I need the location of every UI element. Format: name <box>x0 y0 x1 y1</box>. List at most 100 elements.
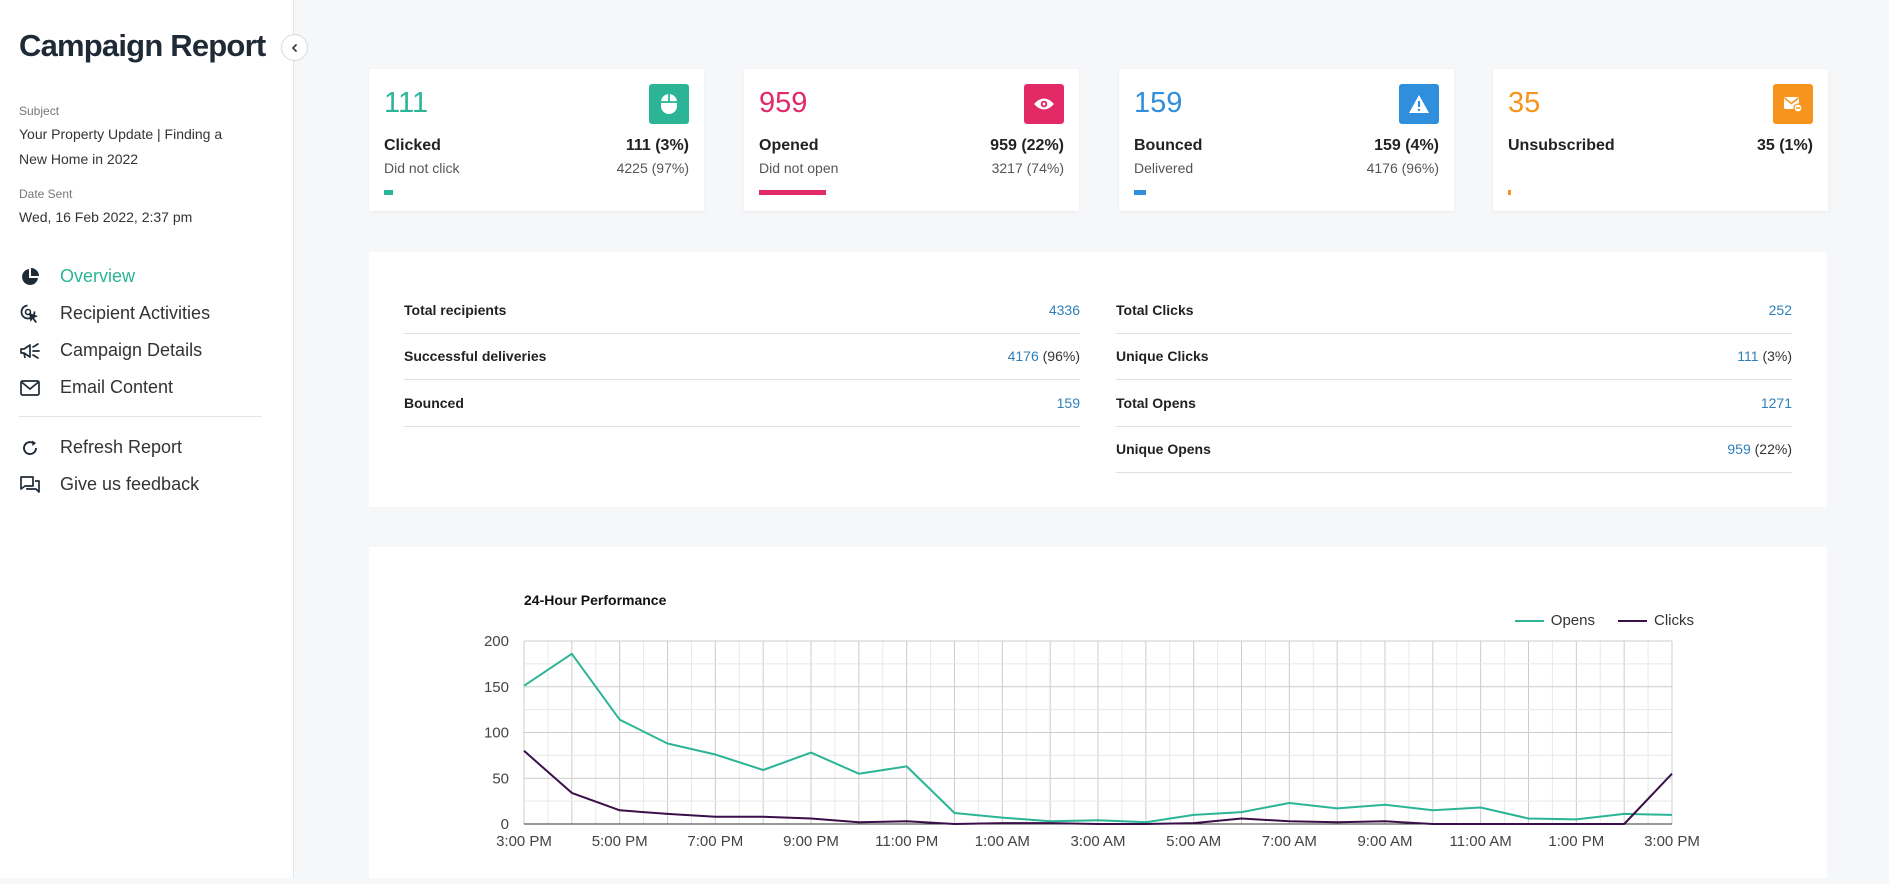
stat-badge <box>1024 84 1064 124</box>
nav-item-overview[interactable]: Overview <box>19 258 264 295</box>
legend-label: Clicks <box>1654 612 1694 629</box>
stat-number: 959 <box>759 87 808 119</box>
megaphone-icon <box>19 340 41 362</box>
y-tick-label: 100 <box>484 725 509 742</box>
nav-divider <box>19 416 262 417</box>
give-feedback-button[interactable]: Give us feedback <box>19 466 264 503</box>
stat-label: Bounced <box>1134 137 1203 154</box>
x-tick-label: 5:00 PM <box>592 833 648 850</box>
stat-sub-value: 4225 (97%) <box>616 160 689 176</box>
summary-row-unique-opens: Unique Opens 959 (22%) <box>1116 427 1792 473</box>
y-tick-label: 150 <box>484 679 509 696</box>
chart-title: 24-Hour Performance <box>524 592 667 608</box>
nav-item-label: Email Content <box>60 377 174 397</box>
summary-key: Total Opens <box>1116 394 1196 411</box>
x-tick-label: 5:00 AM <box>1166 833 1221 850</box>
nav-item-label: Recipient Activities <box>60 303 211 323</box>
nav-item-campaign-details[interactable]: Campaign Details <box>19 332 264 369</box>
x-tick-label: 9:00 AM <box>1357 833 1412 850</box>
summary-row-total-clicks: Total Clicks 252 <box>1116 287 1792 334</box>
x-tick-label: 1:00 AM <box>975 833 1030 850</box>
stat-badge <box>649 84 689 124</box>
stat-progress-bar <box>1134 190 1147 195</box>
page-title: Campaign Report <box>19 28 266 63</box>
stat-card-unsubscribed: 35 Unsubscribed 35 (1%) <box>1493 69 1828 211</box>
stat-card-opened: 959 Opened 959 (22%) Did not open 3217 (… <box>744 69 1079 211</box>
mouse-icon <box>661 94 677 114</box>
summary-panel: Total recipients 4336 Successful deliver… <box>369 252 1827 507</box>
summary-row-total-recipients: Total recipients 4336 <box>404 287 1080 334</box>
stat-badge <box>1399 84 1439 124</box>
legend-swatch <box>1618 619 1647 622</box>
stat-progress-bar <box>384 190 394 195</box>
subject-label: Subject <box>19 104 60 118</box>
summary-key: Unique Opens <box>1116 441 1211 458</box>
eye-icon <box>1034 98 1054 110</box>
stat-card-clicked: 111 Clicked 111 (3%) Did not click 4225 … <box>369 69 704 211</box>
chevron-left-icon <box>291 43 297 52</box>
summary-extra: (3%) <box>1762 348 1792 365</box>
summary-key: Total Clicks <box>1116 301 1194 318</box>
stat-sub-value: 4176 (96%) <box>1366 160 1439 176</box>
summary-value: 159 <box>1056 394 1080 411</box>
nav-item-recipient-activities[interactable]: Recipient Activities <box>19 295 264 332</box>
warning-icon <box>1409 95 1429 113</box>
stat-number: 111 <box>384 87 429 119</box>
x-tick-label: 3:00 AM <box>1070 833 1125 850</box>
performance-chart-panel: 24-Hour Performance Opens Clicks 0 50 100 1… <box>369 547 1827 878</box>
summary-value-wrap: 959 (22%) <box>1727 441 1792 457</box>
chat-icon <box>19 474 41 496</box>
series-line-opens <box>523 652 1673 824</box>
summary-value-wrap: 4336 <box>1049 302 1080 318</box>
summary-value: 959 <box>1727 441 1751 458</box>
summary-extra: (96%) <box>1042 348 1080 365</box>
legend-item-clicks[interactable]: Clicks <box>1618 612 1694 629</box>
nav-item-email-content[interactable]: Email Content <box>19 369 264 406</box>
summary-key: Bounced <box>404 394 464 411</box>
stat-progress-bar <box>759 190 827 195</box>
x-tick-label: 7:00 PM <box>687 833 743 850</box>
stat-label: Clicked <box>384 137 441 154</box>
x-tick-label: 9:00 PM <box>783 833 839 850</box>
summary-row-total-opens: Total Opens 1271 <box>1116 380 1792 427</box>
refresh-report-button[interactable]: Refresh Report <box>19 429 264 466</box>
stat-label: Opened <box>759 137 819 154</box>
y-tick-label: 50 <box>492 770 509 787</box>
summary-value: 4336 <box>1048 301 1080 318</box>
sidebar-nav: Overview Recipient Activities Campaign D… <box>19 258 264 503</box>
delivery-summary: Total recipients 4336 Successful deliver… <box>404 287 1080 427</box>
engagement-summary: Total Clicks 252 Unique Clicks 111 (3%) … <box>1116 287 1792 473</box>
x-tick-label: 3:00 PM <box>1644 833 1700 850</box>
summary-row-successful-deliveries: Successful deliveries 4176 (96%) <box>404 334 1080 380</box>
x-tick-label: 7:00 AM <box>1262 833 1317 850</box>
x-tick-label: 1:00 PM <box>1548 833 1604 850</box>
summary-value-wrap: 252 <box>1769 302 1792 318</box>
stat-progress-bar <box>1508 190 1512 195</box>
date-sent-value: Wed, 16 Feb 2022, 2:37 pm <box>19 209 193 225</box>
stat-sub-label: Did not click <box>384 160 460 176</box>
summary-value-wrap: 111 (3%) <box>1737 348 1792 364</box>
summary-value-wrap: 4176 (96%) <box>1008 348 1080 364</box>
sidebar: Campaign Report Subject Your Property Up… <box>0 0 294 878</box>
envelope-icon <box>19 377 41 399</box>
series-line-clicks <box>523 750 1673 825</box>
stat-sub-label: Did not open <box>759 160 839 176</box>
summary-value-wrap: 1271 <box>1761 395 1792 411</box>
summary-key: Total recipients <box>404 301 507 318</box>
stat-number: 159 <box>1134 87 1183 119</box>
x-tick-label: 11:00 PM <box>875 833 938 850</box>
summary-extra: (22%) <box>1754 441 1792 458</box>
x-tick-label: 11:00 AM <box>1450 833 1512 850</box>
legend-item-opens[interactable]: Opens <box>1514 612 1595 629</box>
date-sent-label: Date Sent <box>19 187 73 201</box>
nav-item-label: Overview <box>60 266 136 286</box>
summary-value: 1271 <box>1760 394 1792 411</box>
chart-legend: Opens Clicks <box>1492 612 1694 629</box>
stat-sub-value: 3217 (74%) <box>991 160 1064 176</box>
summary-key: Successful deliveries <box>404 348 547 365</box>
subject-value: Your Property Update | Finding a New Hom… <box>19 126 223 167</box>
summary-row-bounced: Bounced 159 <box>404 380 1080 427</box>
refresh-icon <box>19 437 41 459</box>
collapse-sidebar-button[interactable] <box>281 34 308 61</box>
